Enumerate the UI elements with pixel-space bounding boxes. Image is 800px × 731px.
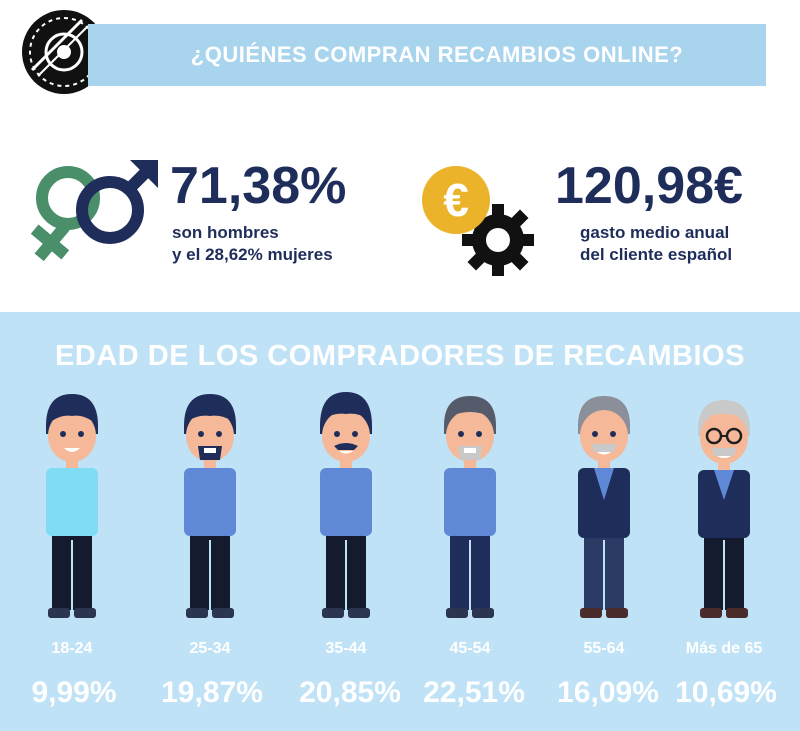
age-percent-65-plus: 10,69% bbox=[675, 676, 777, 709]
age-percent-18-24: 9,99% bbox=[31, 676, 117, 709]
person-figure-25-34 bbox=[178, 390, 242, 627]
page-title: ¿QUIÉNES COMPRAN RECAMBIOS ONLINE? bbox=[190, 42, 684, 67]
age-label-35-44: 35-44 bbox=[325, 640, 367, 657]
age-label-18-24: 18-24 bbox=[51, 640, 93, 657]
person-figure-45-54 bbox=[438, 390, 502, 627]
person-figure-35-44 bbox=[314, 390, 378, 627]
age-panel bbox=[0, 312, 800, 731]
gender-line-1: son hombres bbox=[172, 223, 279, 242]
gender-percent: 71,38% bbox=[170, 157, 347, 215]
age-percent-55-64: 16,09% bbox=[557, 676, 659, 709]
age-label-65-plus: Más de 65 bbox=[685, 640, 763, 657]
spend-line-2: del cliente español bbox=[580, 245, 733, 264]
person-figure-65-plus bbox=[692, 390, 756, 627]
title-banner: ¿QUIÉNES COMPRAN RECAMBIOS ONLINE? bbox=[88, 24, 766, 86]
euro-coin-gear-icon: € bbox=[420, 158, 540, 283]
person-figure-55-64 bbox=[572, 390, 636, 627]
age-percent-25-34: 19,87% bbox=[161, 676, 263, 709]
age-section-title: EDAD DE LOS COMPRADORES DE RECAMBIOS bbox=[55, 340, 745, 372]
age-label-55-64: 55-64 bbox=[583, 640, 625, 657]
spend-line-1: gasto medio anual bbox=[580, 223, 730, 242]
gender-symbols-icon bbox=[22, 158, 162, 273]
person-figure-18-24 bbox=[40, 390, 104, 627]
gender-line-2: y el 28,62% mujeres bbox=[172, 245, 333, 264]
age-label-25-34: 25-34 bbox=[189, 640, 231, 657]
spend-value: 120,98€ bbox=[555, 157, 743, 215]
age-percent-45-54: 22,51% bbox=[423, 676, 525, 709]
svg-text:€: € bbox=[443, 174, 469, 226]
age-label-45-54: 45-54 bbox=[449, 640, 491, 657]
age-percent-35-44: 20,85% bbox=[299, 676, 401, 709]
